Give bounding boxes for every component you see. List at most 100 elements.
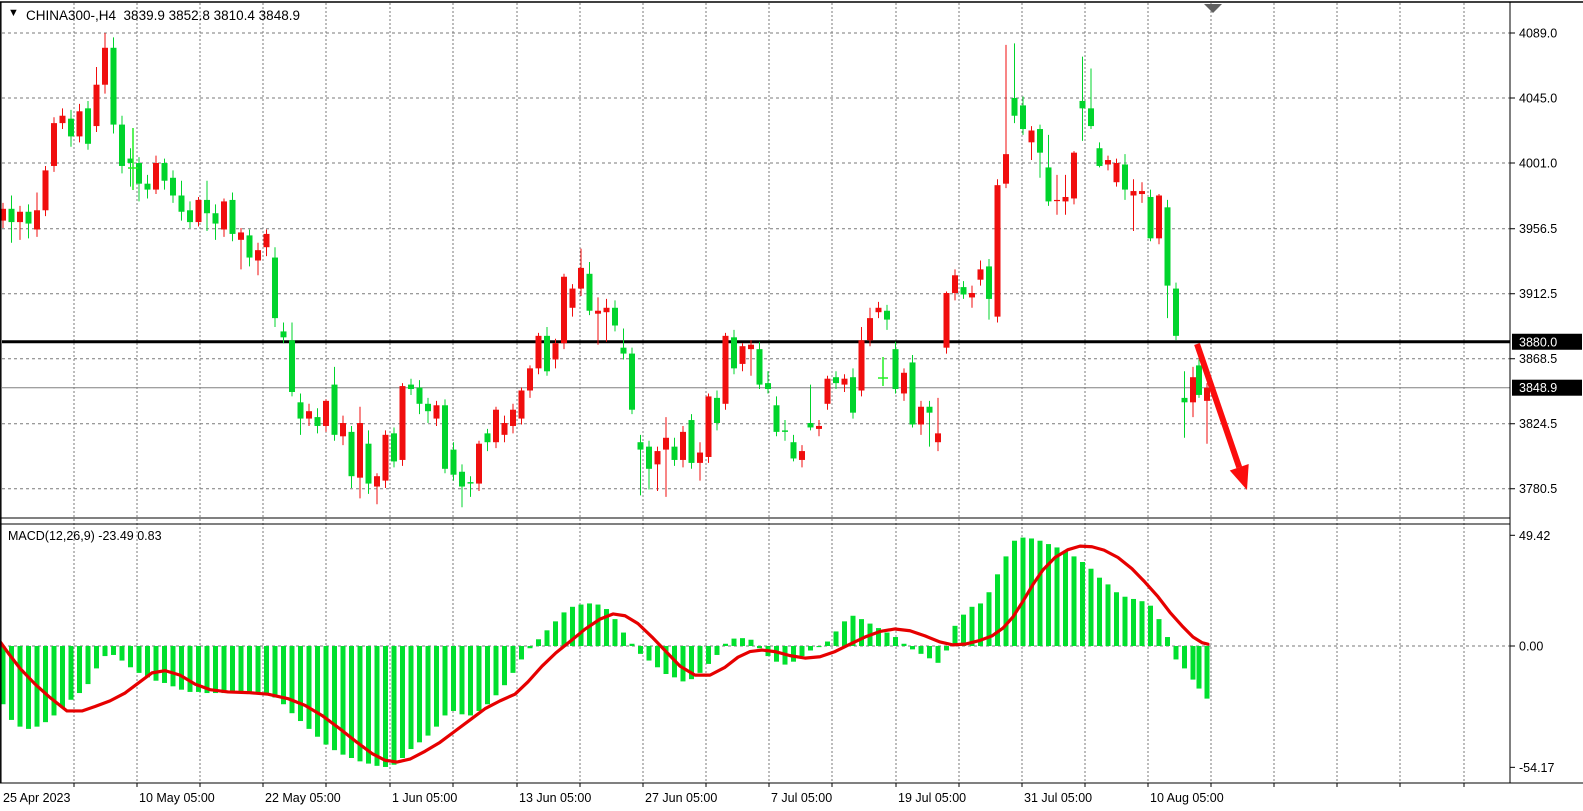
candle-body bbox=[272, 257, 278, 319]
candle-body bbox=[68, 118, 74, 137]
macd-histogram-bar bbox=[1122, 596, 1128, 646]
macd-histogram-bar bbox=[476, 646, 482, 711]
candle-body bbox=[348, 431, 355, 477]
macd-histogram-bar bbox=[731, 638, 737, 646]
candle-body bbox=[476, 443, 482, 484]
macd-histogram-bar bbox=[187, 646, 193, 692]
candle-body bbox=[663, 437, 669, 450]
candle-body bbox=[1122, 164, 1128, 190]
macd-histogram-bar bbox=[1071, 556, 1077, 646]
candle-body bbox=[654, 451, 661, 465]
candle-body bbox=[1164, 207, 1171, 286]
candle-body bbox=[1079, 100, 1086, 109]
macd-histogram-bar bbox=[102, 646, 108, 657]
candle-body bbox=[8, 208, 15, 223]
macd-histogram-bar bbox=[706, 646, 711, 664]
candle-body bbox=[416, 387, 423, 404]
macd-histogram-bar bbox=[502, 646, 507, 686]
macd-histogram-bar bbox=[170, 646, 176, 687]
macd-histogram-bar bbox=[60, 646, 65, 708]
candle-body bbox=[612, 307, 618, 326]
macd-histogram-bar bbox=[697, 646, 703, 673]
macd-histogram-bar bbox=[1190, 646, 1196, 680]
candle-body bbox=[119, 124, 125, 166]
candle-body bbox=[892, 349, 899, 390]
candle-body bbox=[25, 211, 32, 224]
candle-body bbox=[561, 276, 567, 344]
candle-body bbox=[833, 377, 839, 384]
candle-body bbox=[756, 349, 763, 385]
macd-histogram-bar bbox=[255, 646, 261, 695]
macd-histogram-bar bbox=[876, 628, 881, 646]
candle-body bbox=[918, 406, 924, 425]
candle-body bbox=[646, 446, 652, 469]
macd-histogram-bar bbox=[247, 646, 252, 694]
macd-histogram-bar bbox=[519, 646, 524, 660]
candle-body bbox=[1173, 288, 1179, 336]
macd-histogram-bar bbox=[689, 646, 694, 680]
red-down-arrow-head[interactable] bbox=[1229, 464, 1249, 490]
macd-histogram-bar bbox=[111, 646, 116, 655]
macd-histogram-bar bbox=[935, 646, 941, 663]
macd-histogram-bar bbox=[425, 646, 431, 736]
macd-histogram-bar bbox=[332, 646, 337, 751]
candle-body bbox=[595, 310, 601, 314]
candle-body bbox=[204, 199, 210, 214]
price-axis-label: 4045.0 bbox=[1519, 92, 1557, 106]
candle-body bbox=[374, 476, 380, 487]
macd-histogram-bar bbox=[315, 646, 320, 737]
time-axis-label: 10 May 05:00 bbox=[139, 791, 215, 805]
candle-body bbox=[493, 409, 499, 443]
red-down-arrow-shaft[interactable] bbox=[1194, 343, 1243, 469]
macd-histogram-bar bbox=[459, 646, 465, 715]
candle-body bbox=[790, 442, 797, 459]
macd-histogram-bar bbox=[145, 646, 150, 678]
macd-histogram-bar bbox=[162, 646, 167, 683]
candle-body bbox=[935, 433, 941, 443]
candle-body bbox=[586, 273, 593, 311]
candle-body bbox=[306, 411, 312, 419]
scroll-marker-icon[interactable] bbox=[1204, 4, 1222, 13]
macd-histogram-bar bbox=[1114, 592, 1119, 646]
candle-body bbox=[527, 368, 533, 391]
macd-histogram-bar bbox=[417, 646, 422, 743]
candle-body bbox=[1003, 154, 1009, 184]
macd-histogram-bar bbox=[374, 646, 380, 766]
macd-histogram-bar bbox=[323, 646, 329, 745]
macd-histogram-bar bbox=[1173, 646, 1179, 660]
candle-body bbox=[552, 343, 559, 360]
candle-body bbox=[816, 425, 822, 429]
price-axis-label: 3868.5 bbox=[1519, 352, 1557, 366]
candle-body bbox=[986, 266, 992, 299]
price-axis[interactable] bbox=[1510, 2, 1583, 783]
macd-histogram-bar bbox=[978, 603, 983, 646]
macd-histogram-bar bbox=[493, 646, 499, 696]
candle-body bbox=[153, 163, 159, 190]
candle-body bbox=[1037, 129, 1043, 153]
macd-histogram-bar bbox=[468, 646, 473, 716]
macd-histogram-bar bbox=[1046, 544, 1051, 646]
candle-body bbox=[433, 405, 440, 419]
candle-body bbox=[238, 232, 244, 240]
macd-histogram-bar bbox=[799, 646, 805, 657]
macd-histogram-bar bbox=[26, 646, 31, 729]
candle-body bbox=[17, 211, 23, 223]
candle-body bbox=[680, 431, 686, 460]
macd-histogram-bar bbox=[204, 646, 210, 694]
candle-body bbox=[773, 405, 780, 432]
candle-body bbox=[994, 185, 1001, 317]
macd-histogram-bar bbox=[646, 646, 652, 661]
time-axis[interactable] bbox=[0, 783, 1583, 811]
candle-body bbox=[1045, 167, 1052, 202]
macd-histogram-bar bbox=[230, 646, 235, 692]
price-axis-label: 3912.5 bbox=[1519, 287, 1557, 301]
price-axis-label: 3780.5 bbox=[1519, 482, 1557, 496]
candle-body bbox=[603, 307, 610, 313]
candle-body bbox=[637, 442, 644, 450]
macd-histogram-bar bbox=[17, 646, 23, 727]
macd-histogram-bar bbox=[196, 646, 201, 692]
candle-body bbox=[399, 386, 406, 460]
macd-histogram-bar bbox=[408, 646, 414, 750]
